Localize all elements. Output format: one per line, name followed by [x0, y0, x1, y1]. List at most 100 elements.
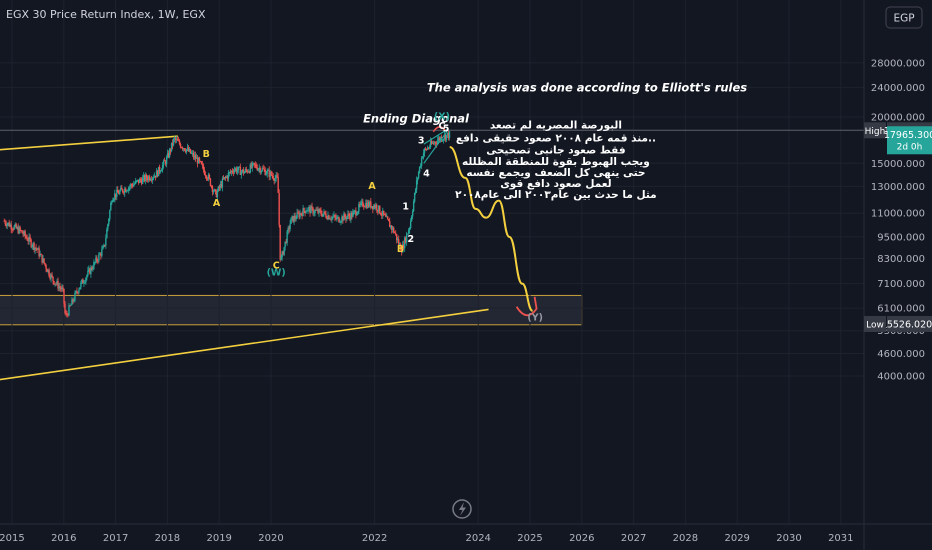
tradingview-logo-button[interactable] — [452, 499, 472, 519]
candle-body — [414, 189, 417, 193]
projection-path — [449, 145, 534, 312]
candle-body — [163, 160, 166, 162]
candle-body — [15, 224, 17, 229]
candle-body — [291, 216, 293, 218]
candle-body — [54, 283, 56, 285]
candle-body — [270, 171, 272, 176]
candle-body — [30, 239, 32, 247]
candle-body — [220, 183, 223, 188]
candle-body — [383, 210, 385, 215]
candle-body — [60, 287, 62, 290]
candle-body — [341, 216, 343, 222]
candle-body — [261, 168, 263, 172]
candle-body — [271, 175, 273, 176]
candle-body — [38, 248, 40, 257]
currency-button[interactable] — [885, 6, 923, 29]
candle-body — [335, 217, 337, 219]
wave-label: 5 — [443, 123, 450, 134]
candle-body — [428, 146, 431, 149]
candle-body — [364, 206, 366, 208]
y-tick-label: 6100.000 — [877, 304, 925, 315]
x-tick-label: 2025 — [517, 533, 542, 544]
candle-body — [378, 205, 380, 212]
candle-body — [413, 192, 416, 202]
candle-body — [24, 231, 26, 237]
candle-body — [290, 217, 292, 224]
candle-body — [106, 229, 108, 239]
candle-body — [352, 212, 354, 218]
candle-body — [347, 213, 349, 217]
candle-body — [12, 229, 14, 231]
candle-body — [202, 165, 205, 170]
candle-body — [108, 218, 110, 225]
candle-body — [23, 231, 25, 235]
diagonal-line-upper — [423, 129, 448, 145]
candle-body — [116, 189, 118, 197]
candle-body — [8, 222, 10, 227]
candle-body — [296, 212, 298, 219]
candle-body — [323, 211, 325, 214]
candle-body — [306, 210, 308, 212]
candle-body — [179, 144, 182, 148]
candle-body — [285, 241, 287, 243]
candle-body — [283, 247, 285, 255]
candle-body — [25, 236, 27, 238]
candle-body — [418, 166, 421, 173]
candle-body — [166, 153, 169, 158]
candle-body — [77, 292, 79, 293]
candle-body — [249, 164, 251, 173]
candle-body — [327, 215, 329, 220]
candle-body — [64, 303, 66, 314]
arabic-annotation: حتى ينهى كل الضعف ويجمع نفسه — [466, 167, 645, 179]
upper-trendline — [0, 135, 178, 151]
candle-body — [126, 190, 128, 192]
candle-body — [409, 221, 412, 228]
candle-body — [17, 227, 19, 234]
candle-body — [207, 174, 210, 180]
candle-body — [238, 166, 241, 168]
candle-body — [346, 216, 348, 220]
candle-body — [129, 186, 131, 188]
candle-body — [228, 172, 231, 174]
candle-body — [272, 175, 274, 180]
candle-body — [340, 221, 342, 223]
arabic-annotation: مثل ما حدث بين عام٢٠٠٣ الى عام٢٠٠٨ — [455, 189, 656, 201]
candle-body — [217, 186, 220, 192]
candle-body — [70, 304, 72, 306]
candle-body — [118, 192, 120, 195]
candle-body — [332, 216, 334, 218]
candle-body — [187, 147, 190, 152]
candle-body — [263, 168, 265, 170]
candle-body — [53, 281, 55, 285]
candle-body — [359, 204, 361, 206]
candle-body — [258, 167, 260, 169]
candle-body — [316, 209, 318, 211]
candle-body — [7, 222, 9, 224]
candle-body — [83, 282, 85, 284]
target-arrow — [515, 296, 538, 317]
candle-body — [356, 214, 358, 216]
candle-body — [243, 172, 246, 174]
candle-body — [34, 247, 36, 251]
tv-logo-circle[interactable] — [452, 499, 472, 519]
candle-body — [88, 268, 90, 271]
candle-body — [78, 289, 80, 293]
candle-body — [339, 222, 341, 223]
candle-body — [52, 276, 54, 282]
candle-body — [167, 153, 170, 157]
candle-body — [279, 224, 281, 260]
candle-body — [281, 251, 283, 258]
candle-body — [422, 152, 425, 157]
candle-body — [216, 191, 219, 198]
candle-body — [201, 164, 204, 166]
candle-body — [300, 213, 302, 214]
candle-body — [363, 206, 365, 208]
candle-body — [298, 213, 300, 218]
candle-body — [184, 150, 187, 152]
candle-body — [180, 147, 183, 149]
candle-body — [208, 174, 211, 179]
candle-body — [315, 210, 317, 212]
y-tick-label: 7100.000 — [877, 279, 925, 290]
candle-body — [227, 173, 230, 179]
